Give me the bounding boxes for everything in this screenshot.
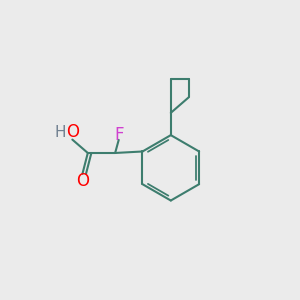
- Text: H: H: [54, 125, 66, 140]
- Text: F: F: [114, 125, 124, 143]
- Text: O: O: [66, 123, 79, 141]
- Text: O: O: [76, 172, 89, 190]
